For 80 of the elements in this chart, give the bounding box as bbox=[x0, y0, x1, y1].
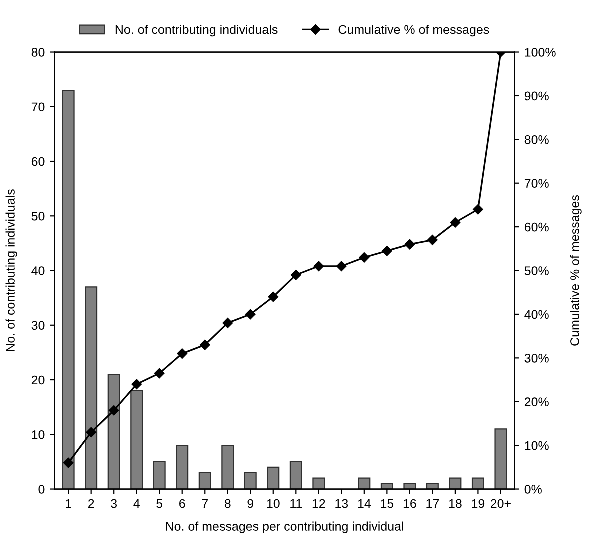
bar bbox=[85, 286, 98, 490]
bar bbox=[267, 466, 280, 490]
point bbox=[404, 239, 416, 250]
x-tick-label: 5 bbox=[156, 499, 163, 508]
y2-tick-label: 90% bbox=[524, 92, 549, 101]
bar bbox=[108, 374, 120, 490]
x-tick-label: 1 bbox=[66, 499, 72, 508]
y2-tick-label: 100% bbox=[525, 48, 556, 57]
y2-tick-label: 30% bbox=[524, 354, 549, 363]
bar bbox=[290, 461, 302, 490]
y2-axis-title: Cumulative % of messages bbox=[570, 195, 582, 346]
x-tick-label: 16 bbox=[404, 499, 416, 508]
point bbox=[428, 235, 438, 246]
x-tick-label: 2 bbox=[88, 499, 94, 508]
point bbox=[291, 270, 302, 280]
point bbox=[473, 204, 484, 215]
bar bbox=[176, 445, 189, 490]
bar bbox=[449, 478, 462, 490]
x-axis-title: No. of messages per contributing individual bbox=[166, 522, 404, 534]
x-tick-label: 10 bbox=[267, 499, 280, 508]
y-tick-label: 60 bbox=[32, 157, 45, 166]
point bbox=[246, 309, 256, 320]
x-tick-label: 3 bbox=[111, 499, 118, 508]
bar bbox=[358, 478, 371, 490]
bar bbox=[312, 478, 326, 490]
point bbox=[336, 261, 347, 272]
x-tick-label: 9 bbox=[248, 499, 254, 508]
x-tick-label: 12 bbox=[312, 499, 326, 508]
point bbox=[177, 348, 188, 359]
bar bbox=[494, 428, 508, 490]
point bbox=[268, 292, 279, 302]
point bbox=[314, 261, 324, 272]
x-tick-label: 20+ bbox=[490, 499, 511, 508]
point bbox=[359, 252, 370, 263]
y2-tick-label: 50% bbox=[524, 266, 549, 276]
y2-tick-label: 20% bbox=[524, 398, 549, 407]
point bbox=[86, 427, 96, 438]
point bbox=[132, 379, 142, 390]
y-tick-label: 40 bbox=[32, 266, 45, 276]
x-tick-label: 11 bbox=[290, 499, 302, 508]
y-tick-label: 70 bbox=[32, 102, 45, 112]
x-tick-label: 8 bbox=[224, 499, 231, 508]
x-tick-label: 4 bbox=[134, 499, 140, 508]
y2-tick-label: 80% bbox=[524, 135, 549, 144]
x-tick-label: 15 bbox=[381, 499, 394, 508]
bar bbox=[62, 90, 75, 490]
y2-tick-label: 10% bbox=[525, 441, 549, 450]
point bbox=[154, 368, 165, 379]
y2-tick-label: 0% bbox=[524, 485, 542, 494]
x-tick-label: 14 bbox=[358, 499, 372, 508]
x-tick-label: 19 bbox=[472, 499, 485, 508]
y-tick-label: 20 bbox=[32, 376, 45, 385]
bar bbox=[472, 478, 484, 490]
y-axis-title: No. of contributing individuals bbox=[6, 190, 18, 352]
x-tick-label: 7 bbox=[202, 499, 208, 508]
legend-label: Cumulative % of messages bbox=[338, 24, 490, 37]
point bbox=[382, 246, 392, 256]
y2-tick-label: 40% bbox=[524, 310, 549, 320]
bar bbox=[198, 472, 212, 490]
point bbox=[222, 318, 233, 328]
y2-tick-label: 70% bbox=[524, 179, 549, 188]
y-tick-label: 10 bbox=[32, 430, 45, 440]
bar bbox=[222, 445, 234, 490]
point bbox=[108, 406, 120, 416]
bar bbox=[244, 472, 257, 490]
x-tick-label: 17 bbox=[426, 499, 440, 508]
legend-label: No. of contributing individuals bbox=[116, 24, 278, 37]
y-tick-label: 0 bbox=[38, 485, 45, 494]
x-tick-label: 6 bbox=[180, 499, 186, 508]
y-tick-label: 30 bbox=[32, 321, 45, 330]
point bbox=[450, 218, 461, 228]
point bbox=[200, 340, 210, 350]
bar bbox=[130, 390, 144, 490]
y-tick-label: 50 bbox=[32, 212, 45, 221]
x-tick-label: 13 bbox=[336, 499, 348, 508]
x-tick-label: 18 bbox=[449, 499, 462, 508]
bar bbox=[153, 461, 166, 490]
y2-tick-label: 60% bbox=[524, 222, 549, 232]
y-tick-label: 80 bbox=[32, 48, 45, 57]
point bbox=[63, 458, 74, 468]
